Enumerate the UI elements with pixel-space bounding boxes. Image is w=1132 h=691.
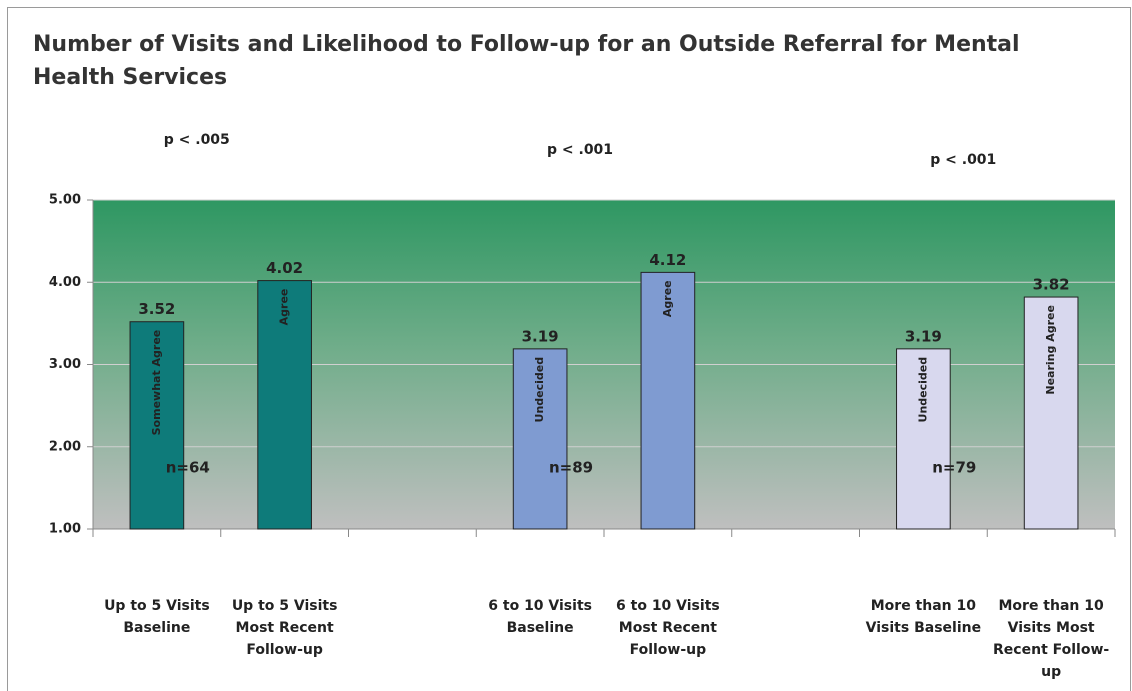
x-tick-label: 6 to 10 Visits Most Recent Follow-up (616, 598, 720, 658)
group-label: n=79 (932, 459, 976, 477)
bar (640, 271, 696, 530)
x-tick-label: More than 10 Visits Most Recent Follow-u… (993, 598, 1110, 680)
data-label: 4.02 (266, 259, 303, 277)
data-label: 3.19 (905, 327, 942, 345)
p-value: p < .001 (930, 152, 996, 168)
y-tick-label: 2.00 (49, 439, 81, 454)
chart-title: Number of Visits and Likelihood to Follo… (33, 32, 1020, 90)
bar (129, 321, 185, 530)
x-tick-label: 6 to 10 Visits Baseline (488, 598, 592, 636)
bar-label: Agree (278, 289, 291, 326)
y-tick-label: 1.00 (49, 522, 81, 537)
y-tick-label: 5.00 (49, 193, 81, 208)
data-label: 3.19 (522, 327, 559, 345)
bar (1023, 296, 1079, 530)
data-label: 3.82 (1033, 276, 1070, 294)
x-tick-label: Up to 5 Visits Most Recent Follow-up (231, 598, 338, 658)
bar (257, 280, 312, 530)
bar-label: Undecided (916, 357, 929, 423)
bar-label: Undecided (533, 357, 546, 423)
bar (512, 348, 568, 530)
bar-label: Nearing Agree (1044, 305, 1057, 395)
x-tick-label: More than 10 Visits Baseline (865, 598, 982, 636)
bar-label: Agree (661, 280, 674, 317)
bar (896, 348, 951, 530)
y-tick-label: 4.00 (49, 275, 81, 290)
p-value: p < .005 (164, 132, 230, 148)
x-tick-label: Up to 5 Visits Baseline (104, 598, 210, 636)
chart-frame (7, 7, 1131, 691)
data-label: 3.52 (138, 300, 175, 318)
bar-label: Somewhat Agree (150, 330, 163, 436)
data-label: 4.12 (649, 251, 686, 269)
group-label: n=64 (166, 459, 210, 477)
y-tick-label: 3.00 (49, 357, 81, 372)
p-value: p < .001 (547, 142, 613, 158)
group-label: n=89 (549, 459, 593, 477)
